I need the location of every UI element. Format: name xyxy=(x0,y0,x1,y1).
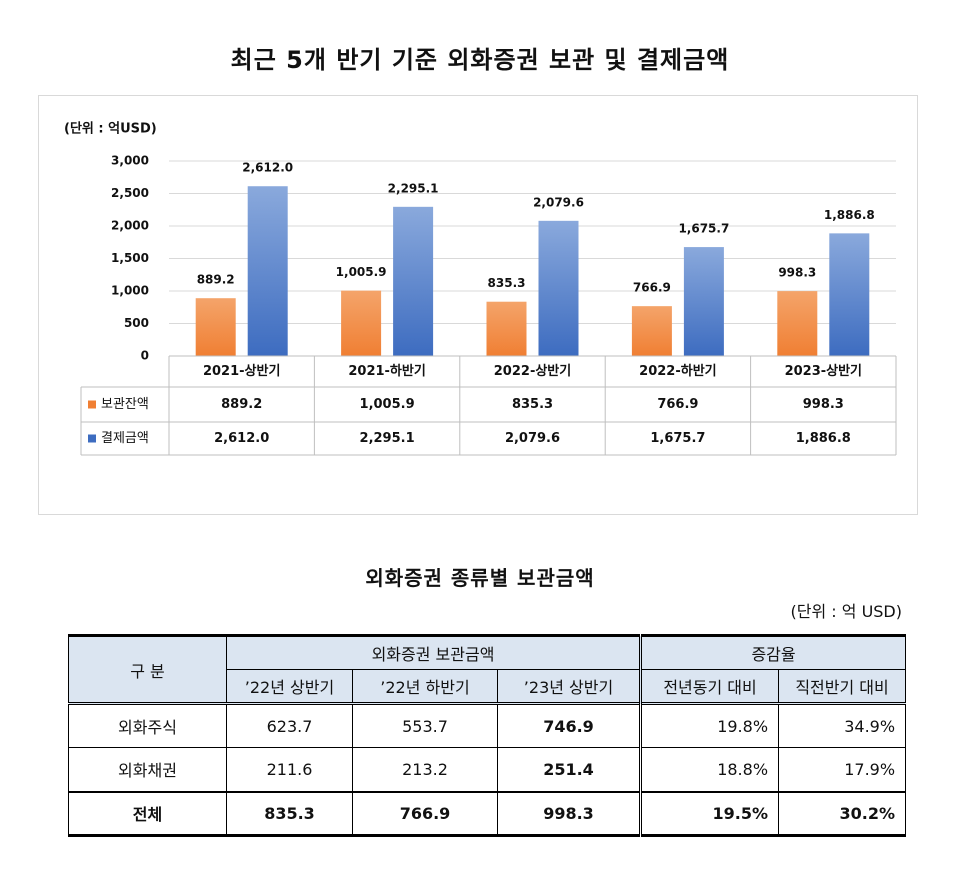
y-tick-label: 2,000 xyxy=(111,219,149,233)
table-cell: 746.9 xyxy=(496,702,643,748)
bar-settlement xyxy=(247,186,288,356)
bar-chart: (단위 : 억USD) 0 500 1,000 1,500 2,000 2,500 3,000… xyxy=(64,121,897,456)
bar-holdings xyxy=(341,290,382,356)
bar-holdings xyxy=(777,291,818,356)
bar-holdings xyxy=(195,298,236,356)
legend-label: 보관잔액 xyxy=(101,397,149,412)
y-unit-label: (단위 : 억USD) xyxy=(64,121,157,137)
data-label: 2,295.1 xyxy=(388,181,439,195)
bar-settlement xyxy=(829,233,870,356)
table-cell: 30.2% xyxy=(778,790,907,837)
header-category: 구 분 xyxy=(68,634,227,704)
chart-panel: (단위 : 억USD) 0 500 1,000 1,500 2,000 2,500 3,000… xyxy=(38,95,918,515)
table-cell: 19.8% xyxy=(640,702,780,748)
table-cell: 34.9% xyxy=(778,702,907,748)
row-label: 전체 xyxy=(68,790,227,837)
bar-holdings xyxy=(486,301,527,356)
table-cell: 251.4 xyxy=(496,747,643,792)
table-row: 외화주식 623.7 553.7 746.9 19.8% 34.9% xyxy=(68,702,907,748)
row-label: 외화채권 xyxy=(68,747,227,792)
table-row-total: 전체 835.3 766.9 998.3 19.5% 30.2% xyxy=(68,790,907,837)
data-label: 766.9 xyxy=(633,281,671,295)
header-col-hoh: 직전반기 대비 xyxy=(778,669,907,704)
table-cell: 17.9% xyxy=(778,747,907,792)
table-cell: 766.9 xyxy=(352,790,498,837)
x-tick-label: 2021-하반기 xyxy=(348,363,425,379)
header-col-22h2: ’22년 하반기 xyxy=(352,669,498,704)
data-label: 2,612.0 xyxy=(242,161,293,175)
chart-title: 최근 5개 반기 기준 외화증권 보관 및 결제금액 xyxy=(230,46,730,74)
header-rate-group: 증감율 xyxy=(640,634,907,670)
table-cell: 553.7 xyxy=(352,702,498,748)
data-label: 2,079.6 xyxy=(533,195,584,209)
row-label: 외화주식 xyxy=(68,702,227,748)
x-tick-label: 2022-상반기 xyxy=(494,363,571,379)
legend-swatch xyxy=(88,434,96,443)
data-label: 1,886.8 xyxy=(824,208,875,222)
x-tick-label: 2023-상반기 xyxy=(785,363,862,379)
table-cell: 211.6 xyxy=(226,747,353,792)
x-tick-label: 2021-상반기 xyxy=(203,363,280,379)
table-cell: 998.3 xyxy=(496,790,643,837)
table-cell: 19.5% xyxy=(640,790,780,837)
table-unit-label: (단위 : 억 USD) xyxy=(790,602,902,621)
data-label: 1,675.7 xyxy=(678,222,729,236)
table-cell: 623.7 xyxy=(226,702,353,748)
header-col-yoy: 전년동기 대비 xyxy=(640,669,780,704)
table-value: 889.2 xyxy=(221,397,262,412)
table-value: 998.3 xyxy=(803,397,844,412)
y-tick-label: 3,000 xyxy=(111,154,149,168)
table-value: 1,886.8 xyxy=(796,431,851,446)
bar-settlement xyxy=(538,220,579,356)
table-value: 835.3 xyxy=(512,397,553,412)
table-value: 1,675.7 xyxy=(650,431,705,446)
legend-swatch xyxy=(88,400,96,409)
table-value: 2,079.6 xyxy=(505,431,560,446)
holdings-table: 구 분 외화증권 보관금액 증감율 ’22년 상반기 ’22년 하반기 ’23년… xyxy=(68,634,907,837)
table-value: 2,295.1 xyxy=(360,431,415,446)
table-value: 766.9 xyxy=(657,397,698,412)
data-label: 1,005.9 xyxy=(336,265,387,279)
bar-settlement xyxy=(393,206,434,356)
data-label: 998.3 xyxy=(778,266,816,280)
header-col-23h1: ’23년 상반기 xyxy=(496,669,643,704)
table-cell: 213.2 xyxy=(352,747,498,792)
header-col-22h1: ’22년 상반기 xyxy=(226,669,353,704)
table-cell: 18.8% xyxy=(640,747,780,792)
table-value: 1,005.9 xyxy=(360,397,415,412)
x-tick-label: 2022-하반기 xyxy=(639,363,716,379)
table-row: 외화채권 211.6 213.2 251.4 18.8% 17.9% xyxy=(68,747,907,792)
y-tick-label: 1,500 xyxy=(111,251,149,265)
table-cell: 835.3 xyxy=(226,790,353,837)
table-title: 외화증권 종류별 보관금액 xyxy=(365,566,595,590)
legend-label: 결제금액 xyxy=(101,431,149,446)
header-holdings-group: 외화증권 보관금액 xyxy=(225,634,643,670)
bar-settlement xyxy=(683,247,724,356)
y-tick-label: 2,500 xyxy=(111,186,149,200)
table-value: 2,612.0 xyxy=(214,431,269,446)
y-tick-label: 0 xyxy=(141,349,149,363)
y-tick-label: 1,000 xyxy=(111,284,149,298)
y-tick-label: 500 xyxy=(124,316,149,330)
data-label: 835.3 xyxy=(488,276,526,290)
data-label: 889.2 xyxy=(197,273,235,287)
bar-holdings xyxy=(631,306,672,356)
